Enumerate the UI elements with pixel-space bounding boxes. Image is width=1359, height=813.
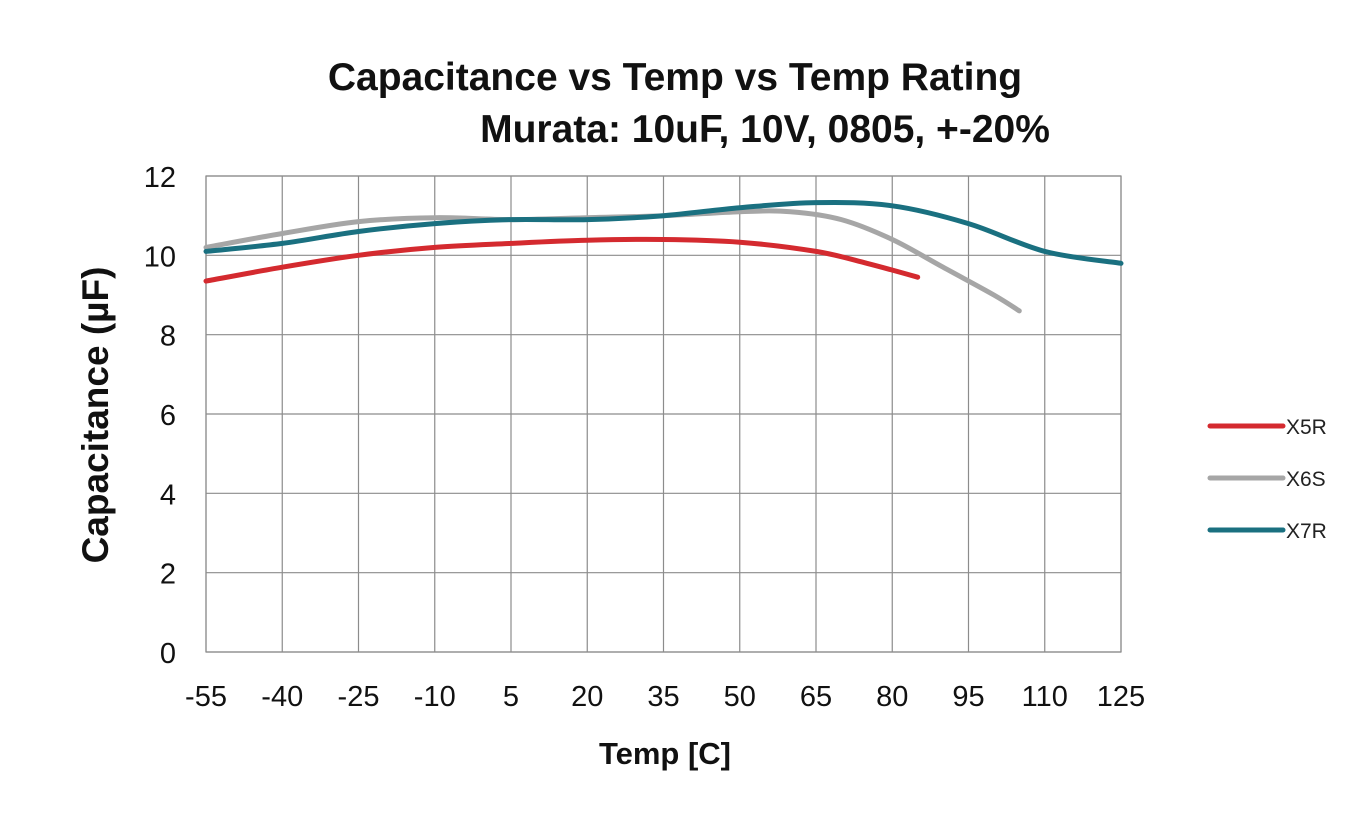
y-tick-label-3: 6 — [160, 400, 176, 432]
y-tick-label-4: 8 — [160, 321, 176, 353]
legend-label-x7r: X7R — [1286, 520, 1327, 543]
y-tick-label-0: 0 — [160, 638, 176, 670]
x-tick-label-1: -40 — [261, 681, 303, 713]
x-tick-label-4: 5 — [503, 681, 519, 713]
series-line-x5r — [203, 236, 921, 284]
series-line-x7r — [203, 199, 1124, 266]
x-tick-label-7: 50 — [724, 681, 756, 713]
x-tick-label-6: 35 — [647, 681, 679, 713]
x-tick-label-5: 20 — [571, 681, 603, 713]
x-tick-label-11: 110 — [1022, 681, 1068, 713]
x-tick-label-10: 95 — [952, 681, 984, 713]
legend-label-x5r: X5R — [1286, 416, 1327, 439]
y-axis-label: Capacitance (µF) — [75, 267, 116, 564]
x-tick-labels: -55 -40 -25 -10 5 20 35 50 65 80 95 110 125 — [185, 681, 1145, 713]
x-tick-label-9: 80 — [876, 681, 908, 713]
x-tick-label-8: 65 — [800, 681, 832, 713]
legend: X5R X6S X7R — [1207, 416, 1327, 543]
x-tick-label-2: -25 — [338, 681, 380, 713]
x-tick-label-12: 125 — [1097, 681, 1145, 713]
grid — [205, 175, 1122, 653]
y-tick-label-2: 4 — [160, 479, 176, 511]
chart-subtitle: Murata: 10uF, 10V, 0805, +-20% — [480, 108, 1050, 151]
y-tick-label-5: 10 — [144, 241, 176, 273]
chart-title: Capacitance vs Temp vs Temp Rating — [328, 56, 1022, 99]
series-layer — [203, 199, 1124, 314]
x-tick-label-3: -10 — [414, 681, 456, 713]
plot-border — [205, 175, 1122, 653]
y-tick-labels: 0 2 4 6 8 10 12 — [144, 162, 176, 670]
legend-label-x6s: X6S — [1286, 468, 1326, 491]
y-tick-label-6: 12 — [144, 162, 176, 194]
x-axis-label: Temp [C] — [599, 736, 731, 771]
plot-area — [205, 175, 1122, 653]
x-tick-label-0: -55 — [185, 681, 227, 713]
y-tick-label-1: 2 — [160, 559, 176, 591]
